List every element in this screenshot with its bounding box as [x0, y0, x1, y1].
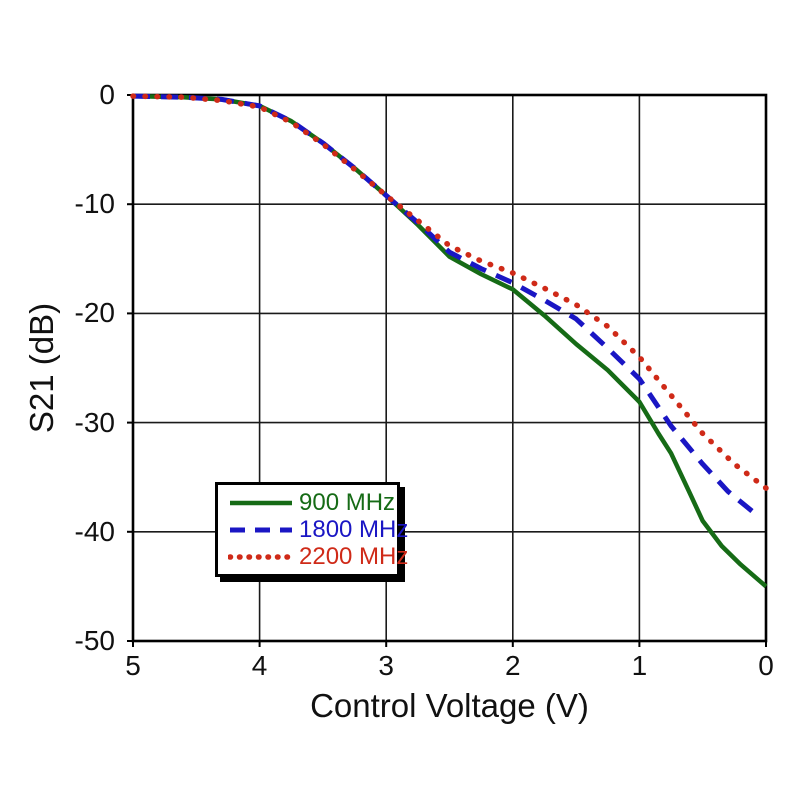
legend-swatch-dotted-line-icon [228, 553, 294, 560]
legend-item-2200mhz: 2200 MHz [228, 543, 408, 570]
y-tick-label: 0 [99, 79, 115, 110]
legend-item-900mhz: 900 MHz [228, 489, 397, 516]
x-axis-title: Control Voltage (V) [310, 687, 589, 724]
y-tick-label: -30 [74, 406, 115, 438]
y-tick-label: -10 [74, 188, 115, 220]
x-tick-label: 0 [758, 650, 774, 681]
y-tick-label: -20 [74, 297, 115, 329]
y-tick-label: -40 [74, 515, 115, 547]
legend-swatch-solid-line-icon [230, 500, 292, 505]
x-tick-label: 5 [125, 650, 141, 681]
series-line-1800-mhz [132, 93, 755, 515]
series-line-2200-mhz [130, 93, 769, 491]
legend-swatch-dashed-line-icon [230, 527, 292, 532]
legend-item-1800mhz: 1800 MHz [228, 516, 408, 543]
legend-label-900mhz: 900 MHz [299, 489, 396, 516]
legend-label-1800mhz: 1800 MHz [299, 516, 409, 543]
x-tick-label: 3 [378, 650, 394, 681]
legend: 900 MHz 1800 MHz 2200 MHz [215, 482, 408, 577]
x-tick-label: 4 [251, 650, 268, 681]
plot-frame [131, 93, 768, 643]
x-tick-label: 1 [631, 650, 648, 681]
y-tick-label: -50 [74, 625, 115, 656]
x-tick-label: 2 [505, 650, 521, 681]
legend-label-2200mhz: 2200 MHz [299, 543, 409, 570]
